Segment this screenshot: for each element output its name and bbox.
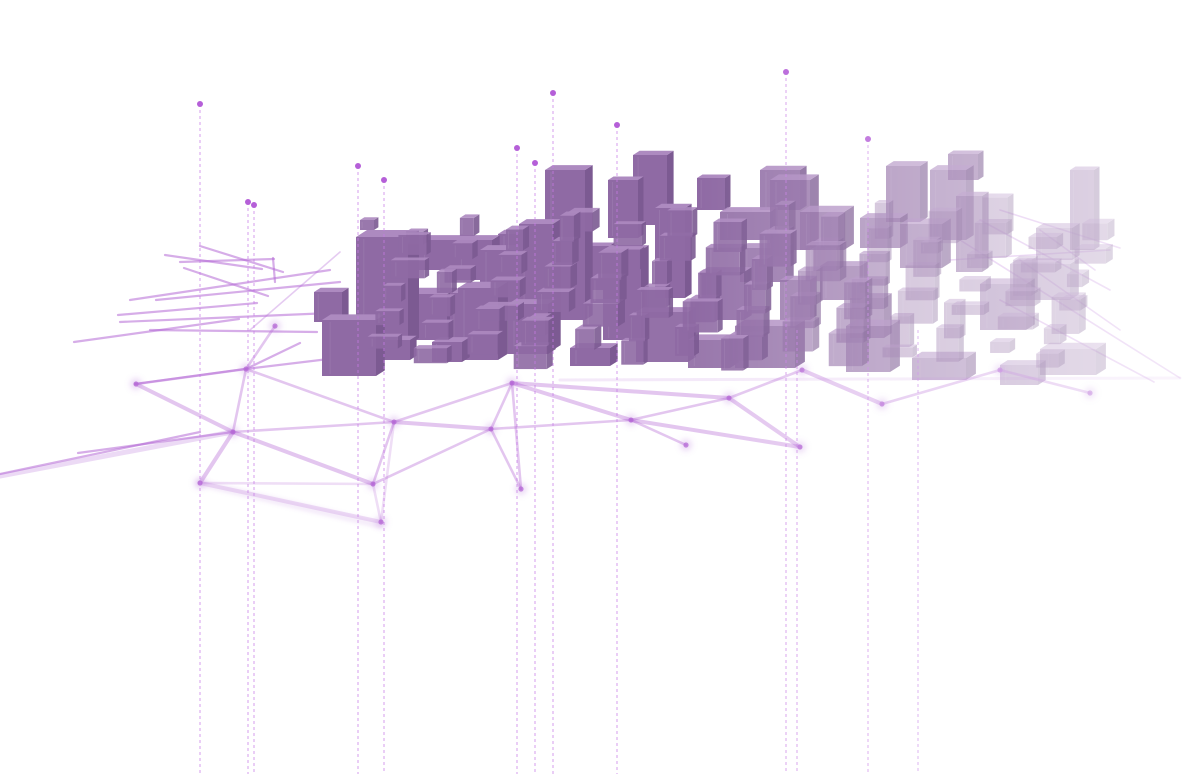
right-fade-overlay	[0, 0, 1200, 774]
scene-canvas	[0, 0, 1200, 774]
city-network-illustration	[0, 0, 1200, 774]
